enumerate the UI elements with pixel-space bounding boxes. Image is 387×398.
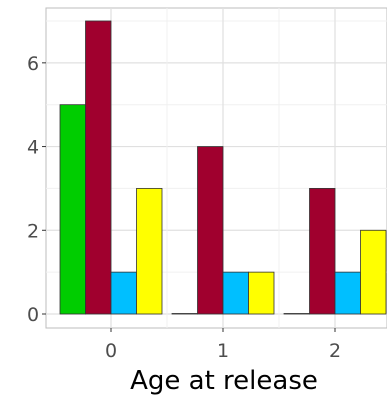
bar [283, 313, 310, 315]
bar [248, 271, 275, 315]
y-tick-label: 2 [27, 220, 39, 242]
bar [309, 188, 336, 315]
x-axis-title: Age at release [130, 366, 318, 396]
bar [136, 188, 163, 315]
x-tick-label: 2 [329, 340, 341, 362]
bar [197, 146, 224, 315]
y-tick-label: 0 [27, 304, 39, 326]
bars [59, 20, 387, 315]
bar [59, 104, 86, 315]
bar [360, 229, 387, 315]
bar [85, 20, 112, 315]
x-tick-label: 1 [217, 340, 229, 362]
x-axis-ticks: 0 1 2 [105, 328, 341, 362]
bar [334, 271, 361, 315]
x-tick-label: 0 [105, 340, 117, 362]
y-tick-label: 6 [27, 53, 39, 75]
bar [222, 271, 249, 315]
bar [110, 271, 137, 315]
y-axis-ticks: 0 2 4 6 [27, 53, 46, 326]
y-tick-label: 4 [27, 137, 39, 159]
bar [171, 313, 198, 315]
